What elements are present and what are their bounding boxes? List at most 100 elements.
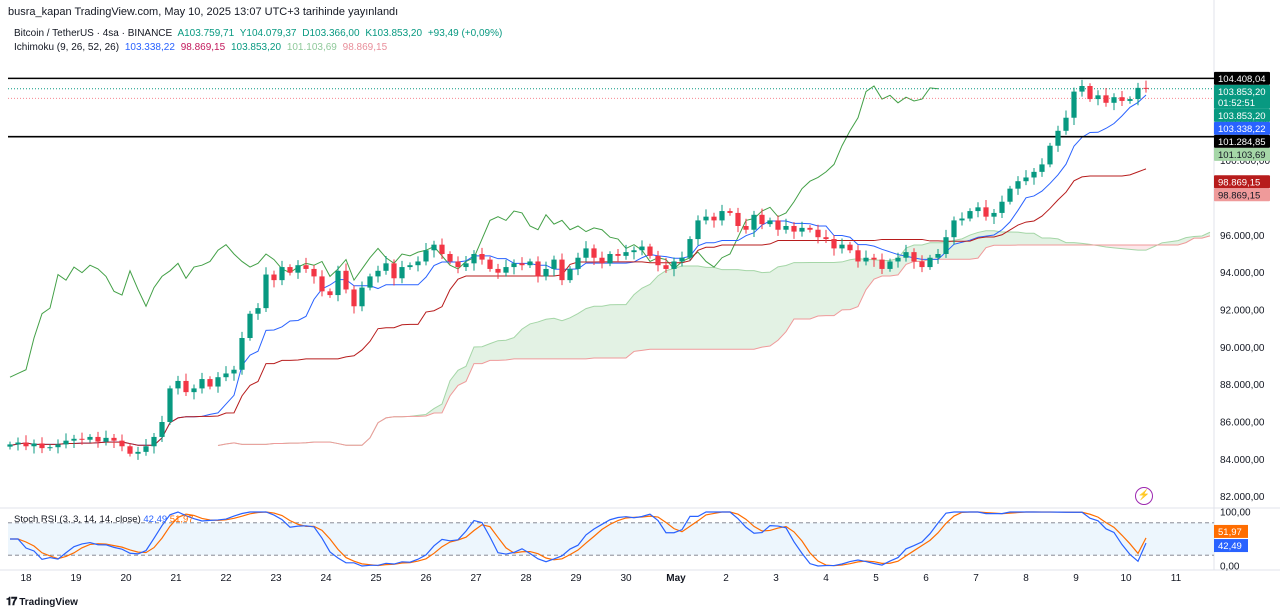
candle-body bbox=[575, 257, 581, 269]
candle-body bbox=[159, 422, 165, 437]
candle-body bbox=[175, 380, 181, 389]
candle-body bbox=[815, 229, 821, 238]
candle-body bbox=[951, 220, 957, 238]
stoch-rsi-d-line bbox=[10, 511, 1147, 567]
candle-body bbox=[87, 436, 93, 440]
candle-body bbox=[919, 261, 925, 268]
price-axis-label-bg bbox=[1214, 84, 1270, 109]
symbol-name[interactable]: Bitcoin / TetherUS · 4sa · BINANCE bbox=[14, 28, 173, 39]
ichimoku-cloud-segment bbox=[458, 366, 466, 386]
ichimoku-cloud-segment bbox=[690, 265, 698, 350]
candle-body bbox=[695, 220, 701, 240]
candle-body bbox=[455, 261, 461, 268]
candle-body bbox=[463, 263, 469, 268]
candle-body bbox=[255, 308, 261, 314]
stoch-rsi-label[interactable]: Stoch RSI (3, 3, 14, 14, close) bbox=[14, 514, 141, 525]
ichimoku-cloud-segment bbox=[714, 267, 722, 350]
ichimoku-cloud-segment bbox=[1010, 231, 1018, 246]
candle-body bbox=[639, 246, 645, 251]
candle-body bbox=[719, 211, 725, 221]
candle-body bbox=[1095, 95, 1101, 100]
ichimoku-cloud-segment bbox=[650, 275, 658, 350]
candle-body bbox=[327, 291, 333, 296]
ichimoku-cloud-segment bbox=[794, 262, 802, 319]
ichimoku-cloud-segment bbox=[546, 318, 554, 359]
candle-body bbox=[559, 259, 565, 281]
candle-body bbox=[1135, 87, 1141, 100]
time-tick-label: 23 bbox=[270, 573, 282, 584]
ichimoku-cloud-segment bbox=[610, 304, 618, 358]
symbol-legend: Bitcoin / TetherUS · 4sa · BINANCE A103.… bbox=[14, 28, 505, 39]
candle-body bbox=[351, 289, 357, 307]
candle-body bbox=[1103, 95, 1109, 103]
candle-body bbox=[31, 443, 37, 447]
ohlc-low: D103.366,00 bbox=[302, 28, 360, 39]
ichimoku-cloud-segment bbox=[474, 346, 482, 364]
ichimoku-cloud-segment bbox=[818, 262, 826, 316]
price-axis-label: 101.284,85 bbox=[1218, 137, 1266, 148]
stoch-rsi-band bbox=[8, 522, 1214, 556]
candle-body bbox=[359, 287, 365, 307]
time-tick-label: 30 bbox=[620, 573, 632, 584]
ohlc-change: +93,49 (+0,09%) bbox=[427, 28, 503, 39]
candle-body bbox=[767, 220, 773, 225]
candle-body bbox=[791, 226, 797, 232]
candle-body bbox=[1079, 86, 1085, 92]
price-axis-label: 103.853,20 bbox=[1218, 87, 1266, 98]
candle-body bbox=[959, 218, 965, 221]
candle-body bbox=[151, 436, 157, 447]
ichimoku-cloud-segment bbox=[466, 346, 474, 382]
candle-body bbox=[471, 254, 477, 264]
stoch-rsi-d-axis-label: 51,97 bbox=[1218, 527, 1242, 538]
candle-body bbox=[823, 237, 829, 240]
ichimoku-cloud-segment bbox=[1042, 238, 1050, 246]
ichimoku-cloud-segment bbox=[490, 340, 498, 361]
candle-body bbox=[1055, 130, 1061, 146]
candle-body bbox=[1111, 97, 1117, 103]
candle-body bbox=[1063, 117, 1069, 131]
time-tick-label: 10 bbox=[1120, 573, 1132, 584]
candle-body bbox=[487, 259, 493, 269]
ichimoku-cloud-segment bbox=[434, 404, 442, 414]
candle-body bbox=[911, 252, 917, 262]
candle-body bbox=[519, 263, 525, 266]
price-tick-label: 84.000,00 bbox=[1220, 455, 1265, 466]
candle-body bbox=[703, 216, 709, 221]
candle-body bbox=[591, 248, 597, 258]
candle-body bbox=[1119, 97, 1125, 101]
ichimoku-label[interactable]: Ichimoku (9, 26, 52, 26) bbox=[14, 42, 120, 53]
time-tick-label: 2 bbox=[723, 573, 729, 584]
ichimoku-cloud-segment bbox=[754, 270, 762, 350]
ichimoku-cloud-segment bbox=[658, 270, 666, 350]
ichimoku-cloud-segment bbox=[778, 265, 786, 341]
ichimoku-senkou-a-value: 101.103,69 bbox=[286, 42, 337, 53]
ichimoku-cloud-segment bbox=[674, 265, 682, 350]
lightning-icon[interactable]: ⚡ bbox=[1135, 487, 1153, 505]
ichimoku-cloud-segment bbox=[1026, 233, 1034, 246]
ichimoku-cloud-segment bbox=[442, 380, 450, 413]
candle-body bbox=[623, 252, 629, 256]
stoch-rsi-d-label-bg bbox=[1214, 524, 1248, 538]
price-axis-label: 98.869,15 bbox=[1218, 177, 1260, 188]
price-tick-label: 100.000,00 bbox=[1220, 156, 1270, 167]
ichimoku-cloud-segment bbox=[666, 268, 674, 350]
candle-body bbox=[367, 276, 373, 288]
tv-logo-text: TradingView bbox=[19, 597, 78, 608]
candle-body bbox=[95, 436, 101, 442]
ichimoku-cloud-segment bbox=[570, 313, 578, 359]
candle-body bbox=[567, 268, 573, 281]
candle-body bbox=[935, 254, 941, 258]
ichimoku-cloud-segment bbox=[858, 258, 866, 307]
time-tick-label: May bbox=[666, 573, 686, 584]
candle-body bbox=[343, 270, 349, 290]
candle-body bbox=[887, 261, 893, 269]
candle-body bbox=[615, 254, 621, 256]
ichimoku-tenkan-value: 103.338,22 bbox=[124, 42, 175, 53]
candle-body bbox=[847, 244, 853, 251]
ichimoku-cloud-segment bbox=[1122, 245, 1130, 250]
candle-body bbox=[127, 446, 133, 454]
ichimoku-cloud-segment bbox=[994, 230, 1002, 246]
candle-body bbox=[335, 270, 341, 296]
ichimoku-cloud-segment bbox=[1066, 242, 1074, 246]
